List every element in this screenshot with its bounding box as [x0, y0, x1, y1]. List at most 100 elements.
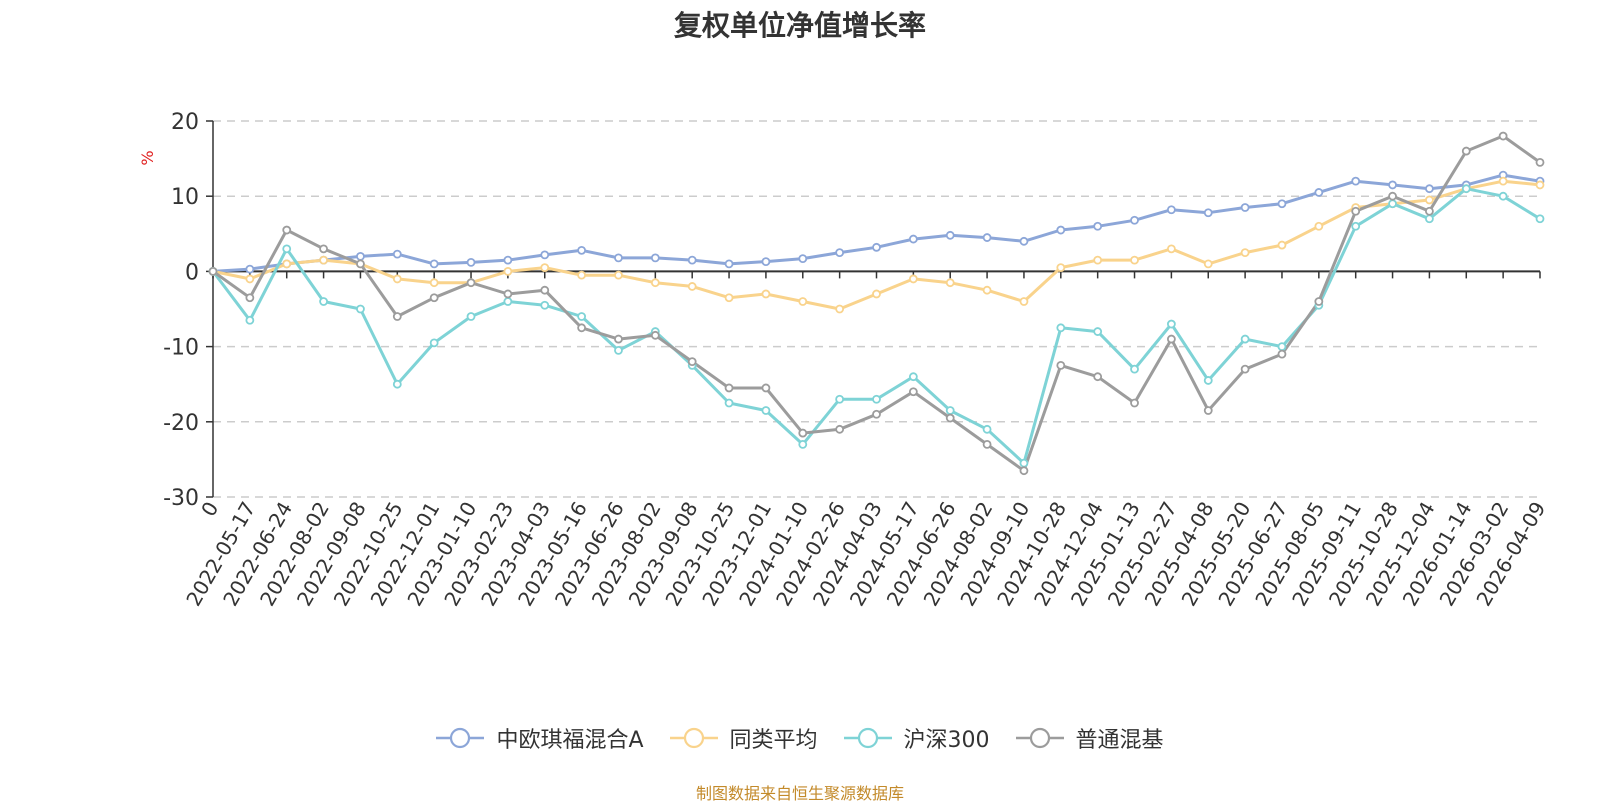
- data-point: [1166, 319, 1176, 329]
- data-point: [1240, 203, 1250, 212]
- legend-label: 普通混基: [1075, 728, 1164, 753]
- legend-item[interactable]: 同类平均: [669, 722, 818, 754]
- data-point: [687, 282, 697, 291]
- chart-title: 复权单位净值增长率: [673, 9, 926, 42]
- data-point: [1351, 221, 1361, 231]
- data-point: [1019, 458, 1029, 468]
- data-point: [1388, 180, 1397, 190]
- data-point: [1240, 334, 1250, 344]
- data-point: [982, 439, 992, 449]
- data-point: [945, 413, 955, 423]
- data-point: [872, 394, 881, 404]
- data-point: [356, 259, 365, 269]
- data-point: [1388, 199, 1397, 209]
- y-tick-label: -30: [163, 486, 199, 511]
- data-point: [319, 244, 328, 254]
- data-point: [503, 297, 513, 306]
- legend-label: 中欧琪福混合A: [496, 728, 644, 753]
- data-point: [1461, 146, 1471, 156]
- data-point: [1130, 215, 1139, 225]
- data-point: [282, 259, 292, 269]
- legend-swatch-icon: [436, 727, 485, 749]
- data-point: [319, 297, 328, 306]
- data-point: [761, 383, 771, 393]
- data-point: [208, 266, 218, 276]
- y-axis-label: %: [138, 150, 157, 165]
- data-point: [1056, 263, 1066, 273]
- data-point: [908, 387, 918, 397]
- y-tick-label: 20: [171, 110, 199, 135]
- data-point: [835, 304, 845, 314]
- legend-swatch-icon: [669, 727, 718, 749]
- data-point: [872, 409, 881, 419]
- data-point: [503, 266, 513, 276]
- data-point: [245, 264, 255, 274]
- legend-swatch-icon: [1015, 727, 1064, 749]
- y-tick-label: -10: [163, 336, 199, 361]
- data-point: [614, 345, 623, 355]
- data-point: [245, 293, 255, 303]
- data-point: [1425, 214, 1434, 224]
- data-point: [466, 312, 476, 321]
- data-point: [577, 270, 587, 280]
- data-point: [982, 233, 992, 242]
- data-point: [245, 315, 255, 325]
- data-point: [1240, 248, 1250, 258]
- legend-circle: [1029, 727, 1050, 749]
- data-point: [282, 225, 292, 235]
- data-point: [1056, 323, 1066, 333]
- data-point: [945, 278, 955, 288]
- data-point: [540, 263, 550, 273]
- data-point: [1019, 297, 1029, 306]
- data-point: [1056, 360, 1066, 370]
- data-point: [1314, 297, 1324, 306]
- data-point: [540, 300, 550, 310]
- data-point: [1277, 342, 1287, 352]
- data-point: [872, 242, 881, 252]
- data-point: [1093, 255, 1103, 265]
- legend-circle: [683, 727, 704, 749]
- data-point: [798, 428, 808, 438]
- line-chart: -30-20-100102002022-05-172022-06-242022-…: [138, 110, 1550, 610]
- data-point: [835, 424, 845, 434]
- legend-item[interactable]: 中欧琪福混合A: [436, 722, 644, 754]
- source-note: 制图数据来自恒生聚源数据库: [695, 784, 904, 803]
- data-point: [1461, 184, 1471, 194]
- data-point: [1056, 225, 1066, 235]
- data-point: [1093, 221, 1103, 231]
- legend-item[interactable]: 普通混基: [1015, 722, 1164, 754]
- data-point: [1535, 180, 1545, 190]
- data-point: [650, 330, 660, 340]
- data-point: [945, 230, 955, 240]
- data-point: [392, 312, 402, 321]
- data-point: [540, 250, 550, 260]
- data-point: [356, 304, 365, 314]
- grid-lines: [213, 120, 1540, 498]
- data-point: [614, 253, 623, 263]
- data-point: [872, 289, 881, 299]
- series-lines: [211, 134, 1541, 473]
- data-point: [466, 278, 476, 288]
- data-point: [1314, 221, 1324, 231]
- data-point: [503, 255, 513, 265]
- data-point: [908, 372, 918, 382]
- data-point: [1277, 349, 1287, 359]
- data-point: [356, 251, 365, 261]
- data-point: [1425, 184, 1434, 194]
- data-point: [429, 259, 439, 269]
- data-point: [429, 293, 439, 303]
- data-point: [1203, 208, 1213, 218]
- data-point: [1277, 240, 1287, 250]
- data-point: [245, 274, 255, 284]
- data-point: [614, 270, 623, 280]
- data-point: [429, 278, 439, 288]
- data-point: [1351, 206, 1361, 216]
- legend: 中欧琪福混合A 同类平均 沪深300 普通混基: [0, 722, 1600, 754]
- data-point: [724, 398, 734, 408]
- series-markers: [208, 131, 1545, 476]
- data-point: [1166, 334, 1176, 344]
- legend-item[interactable]: 沪深300: [843, 722, 990, 754]
- data-point: [945, 406, 955, 415]
- data-point: [577, 323, 587, 333]
- y-tick-label: 10: [171, 185, 199, 210]
